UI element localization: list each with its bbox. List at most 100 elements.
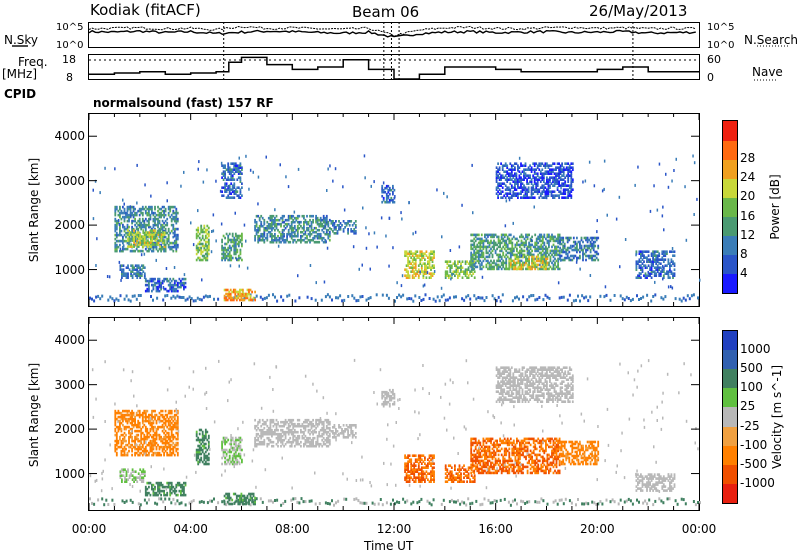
power-pixel <box>570 174 573 177</box>
power-pixel <box>477 245 480 249</box>
power-pixel <box>314 298 317 302</box>
velocity-pixel <box>129 445 132 449</box>
power-pixel <box>549 176 551 179</box>
velocity-pixel <box>172 433 175 437</box>
power-pixel <box>169 283 172 287</box>
velocity-pixel <box>154 491 156 495</box>
power-pixel <box>466 260 468 263</box>
power-pixel <box>552 168 554 171</box>
power-pixel <box>488 241 491 245</box>
power-pixel <box>152 287 155 291</box>
power-pixel <box>161 279 164 283</box>
power-pixel <box>322 220 325 224</box>
power-pixel <box>151 279 153 283</box>
power-pixel <box>553 194 556 197</box>
power-pixel <box>207 242 210 246</box>
power-pixel <box>635 260 638 263</box>
power-pixel <box>457 262 459 265</box>
velocity-pixel <box>128 439 130 443</box>
power-pixel <box>425 276 428 279</box>
power-pixel <box>535 247 538 251</box>
power-pixel <box>592 254 595 258</box>
power-pixel <box>282 298 285 302</box>
power-pixel <box>523 253 526 257</box>
velocity-pixel <box>170 411 173 415</box>
power-pixel <box>528 241 530 245</box>
power-pixel <box>562 192 565 195</box>
power-pixel <box>537 255 540 259</box>
power-pixel <box>207 246 210 250</box>
power-pixel <box>564 162 567 165</box>
power-pixel <box>263 226 266 230</box>
power-pixel <box>482 245 485 249</box>
power-pixel <box>240 298 243 302</box>
velocity-pixel <box>160 489 162 493</box>
power-pixel <box>500 237 503 241</box>
power-pixel <box>512 192 515 195</box>
power-pixel <box>525 261 527 265</box>
velocity-pixel <box>131 413 133 417</box>
power-pixel <box>640 254 642 257</box>
power-pixel <box>534 233 537 237</box>
power-pixel <box>559 240 561 244</box>
power-pixel <box>528 261 530 265</box>
velocity-pixel <box>126 409 129 413</box>
velocity-pixel <box>363 501 366 505</box>
power-pixel <box>136 270 139 273</box>
power-pixel <box>594 236 597 240</box>
power-pixel <box>568 166 571 169</box>
velocity-pixel <box>163 451 165 455</box>
velocity-pixel <box>151 427 153 431</box>
power-pixel <box>658 261 660 265</box>
power-pixel <box>643 274 645 277</box>
power-pixel <box>519 253 521 257</box>
power-pixel <box>161 227 164 231</box>
power-pixel <box>523 176 525 179</box>
velocity-pixel <box>144 487 147 491</box>
power-pixel <box>522 243 524 247</box>
power-pixel <box>235 298 238 302</box>
power-pixel <box>170 213 173 217</box>
power-pixel <box>312 230 314 234</box>
power-pixel <box>272 222 275 226</box>
power-pixel <box>172 231 175 235</box>
colorbar-swatch <box>723 235 737 256</box>
velocity-pixel <box>146 487 149 491</box>
power-pixel <box>204 234 207 238</box>
power-pixel <box>528 295 531 299</box>
power-pixel <box>138 219 141 223</box>
power-pixel <box>407 260 409 263</box>
power-pixel <box>531 263 533 267</box>
power-pixel <box>658 162 661 166</box>
power-pixel <box>518 170 521 173</box>
power-pixel <box>414 258 417 261</box>
power-pixel <box>582 252 584 256</box>
power-pixel <box>562 240 565 244</box>
power-pixel <box>190 297 193 301</box>
power-pixel <box>148 221 150 225</box>
power-pixel <box>156 241 158 244</box>
power-pixel <box>338 228 340 231</box>
power-pixel <box>131 274 134 277</box>
power-pixel <box>539 180 542 183</box>
power-pixel <box>136 266 139 269</box>
power-pixel <box>142 266 145 269</box>
power-pixel <box>509 253 512 257</box>
power-pixel <box>136 245 139 248</box>
power-pixel <box>562 168 565 171</box>
power-pixel <box>225 292 227 296</box>
power-pixel <box>203 224 206 228</box>
power-pixel <box>495 262 497 266</box>
power-pixel <box>269 232 272 236</box>
power-pixel <box>137 235 140 239</box>
power-pixel <box>469 272 471 275</box>
power-pixel <box>258 218 261 222</box>
power-pixel <box>664 295 667 299</box>
power-pixel <box>596 230 598 234</box>
power-pixel <box>506 247 509 251</box>
power-pixel <box>227 196 230 199</box>
power-pixel <box>231 196 234 199</box>
velocity-pixel <box>141 421 144 425</box>
power-pixel <box>237 254 240 258</box>
power-pixel <box>405 274 408 277</box>
